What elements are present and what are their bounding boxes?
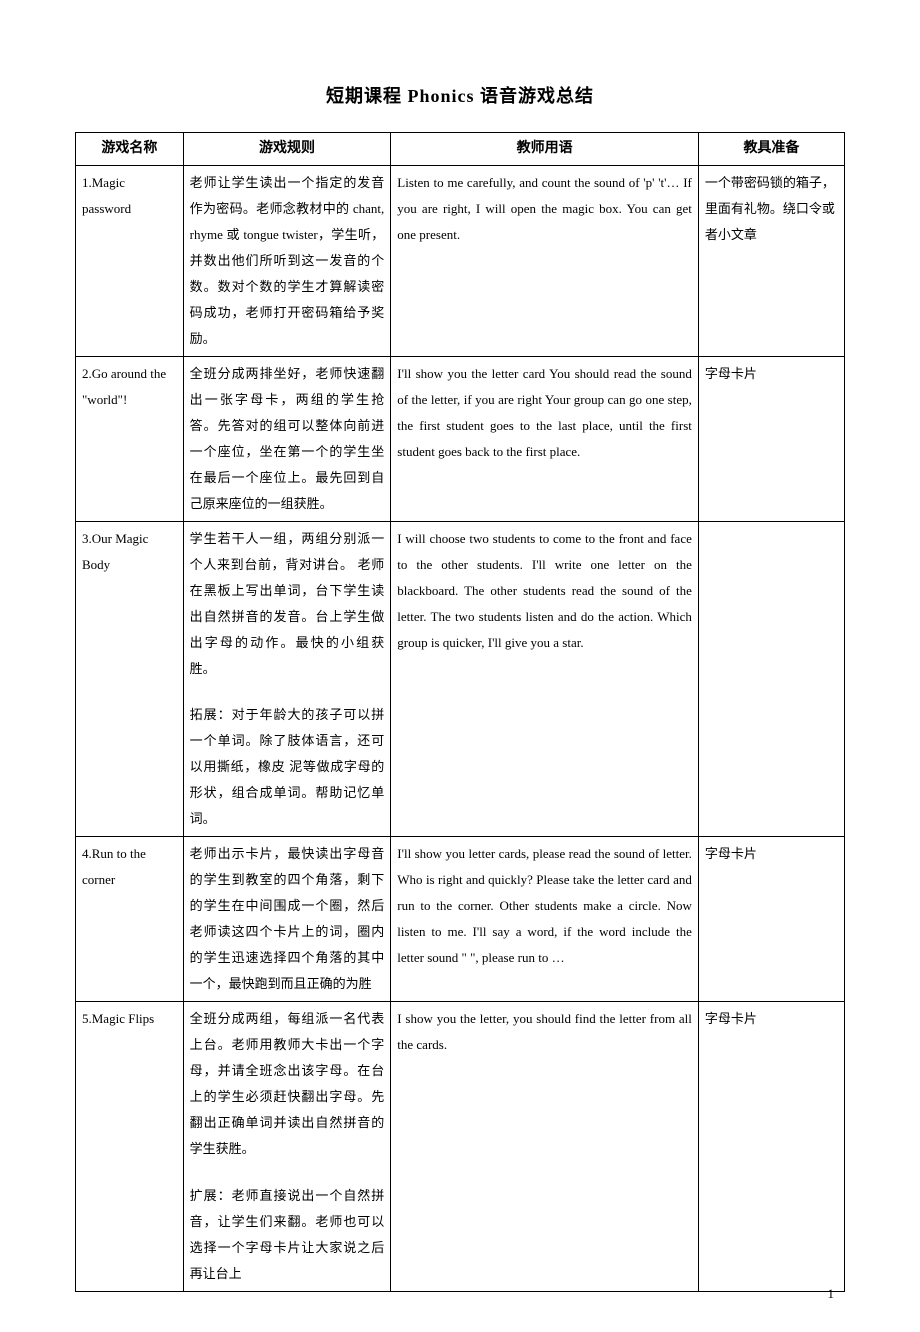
rule-p2: 拓展：对于年龄大的孩子可以拼一个单词。除了肢体语言，还可以用撕纸，橡皮 泥等做成… (190, 702, 385, 832)
table-row: 3.Our Magic Body 学生若干人一组，两组分别派一个人来到台前，背对… (76, 521, 845, 837)
cell-name: 2.Go around the "world"! (76, 356, 184, 521)
rule-p1: 全班分成两组，每组派一名代表上台。老师用教师大卡出一个字母，并请全班念出该字母。… (190, 1006, 385, 1162)
cell-lang: I'll show you the letter card You should… (391, 356, 699, 521)
cell-rule: 老师出示卡片，最快读出字母音的学生到教室的四个角落，剩下的学生在中间围成一个圈，… (183, 837, 391, 1002)
header-lang: 教师用语 (391, 133, 699, 166)
cell-lang: I show you the letter, you should find t… (391, 1002, 699, 1292)
cell-mat: 一个带密码锁的箱子，里面有礼物。绕口令或者小文章 (698, 165, 844, 356)
page-number: 1 (828, 1286, 835, 1302)
table-row: 2.Go around the "world"! 全班分成两排坐好，老师快速翻出… (76, 356, 845, 521)
cell-lang: I'll show you letter cards, please read … (391, 837, 699, 1002)
cell-name-text: 3.Our Magic Body (82, 531, 148, 572)
cell-mat: 字母卡片 (698, 356, 844, 521)
header-mat: 教具准备 (698, 133, 844, 166)
cell-mat (698, 521, 844, 837)
cell-name: 5.Magic Flips (76, 1002, 184, 1292)
page: 短期课程 Phonics 语音游戏总结 游戏名称 游戏规则 教师用语 教具准备 … (0, 0, 920, 1332)
cell-mat: 字母卡片 (698, 1002, 844, 1292)
cell-name: 4.Run to the corner (76, 837, 184, 1002)
header-rule: 游戏规则 (183, 133, 391, 166)
table-row: 5.Magic Flips 全班分成两组，每组派一名代表上台。老师用教师大卡出一… (76, 1002, 845, 1292)
rule-p2: 扩展：老师直接说出一个自然拼音，让学生们来翻。老师也可以选择一个字母卡片让大家说… (190, 1183, 385, 1287)
page-title: 短期课程 Phonics 语音游戏总结 (75, 82, 845, 108)
cell-mat: 字母卡片 (698, 837, 844, 1002)
cell-name: 1.Magic password (76, 165, 184, 356)
cell-lang: Listen to me carefully, and count the so… (391, 165, 699, 356)
table-row: 4.Run to the corner 老师出示卡片，最快读出字母音的学生到教室… (76, 837, 845, 1002)
cell-name: 3.Our Magic Body (76, 521, 184, 837)
cell-rule: 全班分成两组，每组派一名代表上台。老师用教师大卡出一个字母，并请全班念出该字母。… (183, 1002, 391, 1292)
header-name: 游戏名称 (76, 133, 184, 166)
games-table: 游戏名称 游戏规则 教师用语 教具准备 1.Magic password 老师让… (75, 132, 845, 1292)
cell-rule: 老师让学生读出一个指定的发音作为密码。老师念教材中的 chant, rhyme … (183, 165, 391, 356)
table-header-row: 游戏名称 游戏规则 教师用语 教具准备 (76, 133, 845, 166)
cell-rule: 全班分成两排坐好，老师快速翻出一张字母卡，两组的学生抢答。先答对的组可以整体向前… (183, 356, 391, 521)
cell-lang: I will choose two students to come to th… (391, 521, 699, 837)
cell-rule: 学生若干人一组，两组分别派一个人来到台前，背对讲台。 老师在黑板上写出单词，台下… (183, 521, 391, 837)
rule-p1: 学生若干人一组，两组分别派一个人来到台前，背对讲台。 老师在黑板上写出单词，台下… (190, 526, 385, 682)
table-row: 1.Magic password 老师让学生读出一个指定的发音作为密码。老师念教… (76, 165, 845, 356)
